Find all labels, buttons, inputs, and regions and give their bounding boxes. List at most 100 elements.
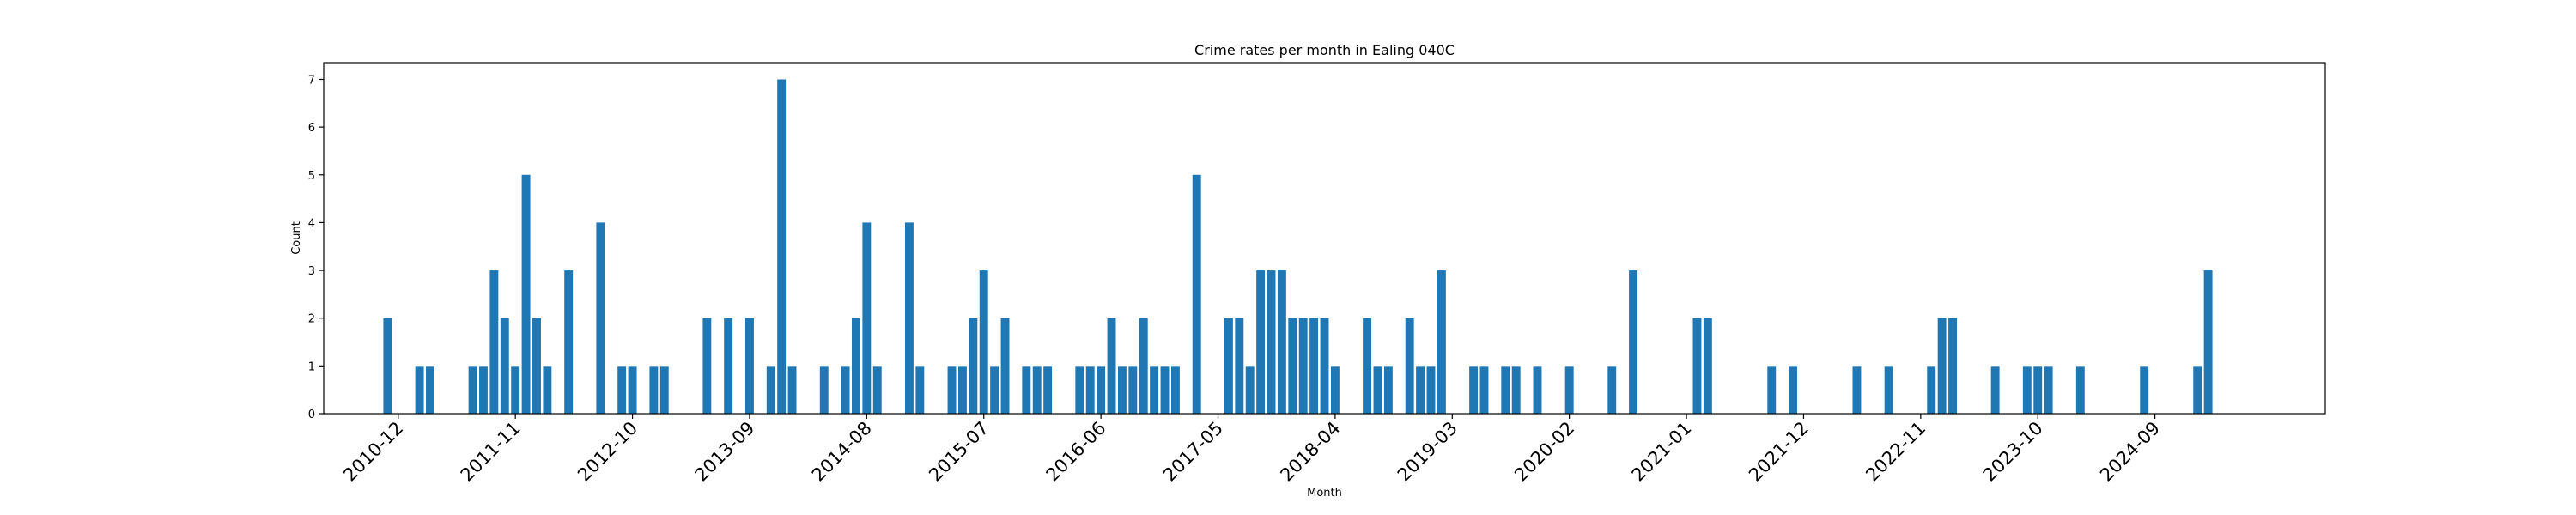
bar (659, 366, 669, 414)
bar (969, 318, 978, 414)
bar (1937, 318, 1947, 414)
bar (1469, 366, 1479, 414)
x-tick-label: 2024-09 (2096, 418, 2164, 486)
bar (543, 366, 552, 414)
bar (1267, 270, 1276, 414)
bar (1150, 366, 1159, 414)
bar (1170, 366, 1180, 414)
y-tick-label: 6 (308, 122, 315, 135)
bar (766, 366, 775, 414)
bar (1245, 366, 1255, 414)
x-tick-label: 2019-03 (1394, 418, 1461, 486)
bar (957, 366, 967, 414)
plot-frame (323, 62, 2326, 415)
bar (1117, 366, 1127, 414)
bar (1139, 318, 1148, 414)
bar (1309, 318, 1319, 414)
bar (1703, 318, 1712, 414)
x-tick-label: 2015-07 (925, 418, 993, 486)
bar (915, 366, 925, 414)
x-tick-label: 2012-10 (574, 418, 641, 486)
bar (383, 318, 392, 414)
x-tick-label: 2013-09 (691, 418, 759, 486)
x-tick-label: 2022-11 (1862, 418, 1929, 486)
bar (2075, 366, 2085, 414)
bar (2033, 366, 2043, 414)
bar (1192, 174, 1201, 414)
bar (1607, 366, 1617, 414)
bar (1373, 366, 1382, 414)
bar (1511, 366, 1521, 414)
bar (979, 270, 988, 414)
x-axis: 2010-12 2011-11 2012-10 2013-09 2014-08 2015-… (339, 414, 2164, 486)
bar (500, 318, 509, 414)
bar (990, 366, 999, 414)
bar (2203, 270, 2213, 414)
bar (1789, 366, 1798, 414)
bar (1416, 366, 1425, 414)
bar (1085, 366, 1095, 414)
bar (947, 366, 957, 414)
bar (851, 318, 860, 414)
x-tick-label: 2016-06 (1042, 418, 1110, 486)
bar (1437, 270, 1446, 414)
bar (702, 318, 712, 414)
bar (415, 366, 424, 414)
x-tick-label: 2017-05 (1159, 418, 1227, 486)
bar (649, 366, 659, 414)
bar (479, 366, 488, 414)
bar (511, 366, 520, 414)
bar (1405, 318, 1414, 414)
bar (1692, 318, 1702, 414)
y-tick-label: 3 (308, 265, 315, 278)
bar (1767, 366, 1777, 414)
bar (787, 366, 797, 414)
bar (426, 366, 434, 414)
y-tick-label: 7 (308, 74, 315, 87)
bar (521, 174, 531, 414)
bar (1363, 318, 1372, 414)
chart-title: Crime rates per month in Ealing 040C (1194, 42, 1455, 58)
y-axis-label: Count (290, 221, 303, 255)
y-tick-label: 5 (308, 170, 315, 183)
x-tick-label: 2020-02 (1510, 418, 1578, 486)
bar (617, 366, 627, 414)
bar (1927, 366, 1936, 414)
bar (1852, 366, 1862, 414)
bar (724, 318, 733, 414)
x-tick-label: 2011-11 (457, 418, 525, 486)
bar (564, 270, 574, 414)
bar (2022, 366, 2032, 414)
bar (1000, 318, 1010, 414)
bar (1235, 318, 1244, 414)
bar (2193, 366, 2202, 414)
bar (1533, 366, 1542, 414)
bar (1330, 366, 1340, 414)
bar (1022, 366, 1031, 414)
bar (1884, 366, 1893, 414)
bar (1097, 366, 1106, 414)
bar (1383, 366, 1393, 414)
bar (872, 366, 882, 414)
bar (628, 366, 637, 414)
bar (1479, 366, 1489, 414)
bar (1277, 270, 1286, 414)
bar (1288, 318, 1297, 414)
bar (1032, 366, 1042, 414)
bar (1256, 270, 1266, 414)
bar (1298, 318, 1308, 414)
bar (1990, 366, 2000, 414)
y-tick-label: 4 (308, 217, 315, 230)
bar (904, 222, 914, 414)
x-tick-label: 2023-10 (1979, 418, 2047, 486)
bar (745, 318, 754, 414)
bar (1224, 318, 1233, 414)
x-axis-label: Month (1307, 487, 1342, 500)
bar (862, 222, 872, 414)
bar (1501, 366, 1510, 414)
x-tick-label: 2014-08 (808, 418, 876, 486)
y-tick-label: 1 (308, 360, 315, 373)
bars (383, 79, 2213, 414)
